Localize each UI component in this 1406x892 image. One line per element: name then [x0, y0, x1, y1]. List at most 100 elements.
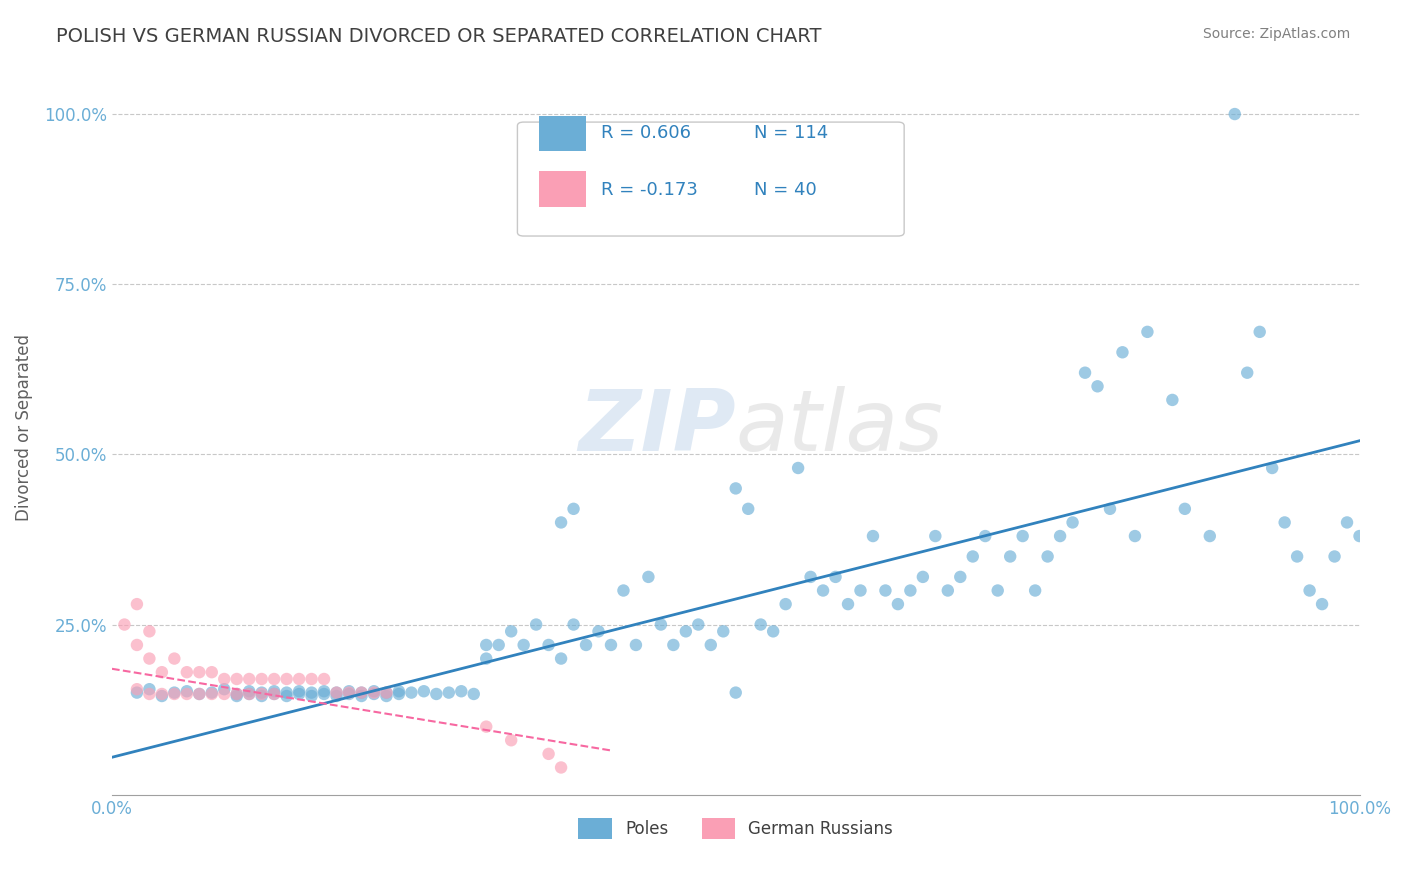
Point — [138, 624, 160, 639]
Point — [201, 665, 224, 680]
Point — [849, 583, 872, 598]
Point — [724, 482, 747, 496]
Point — [188, 687, 211, 701]
Point — [998, 549, 1021, 564]
FancyBboxPatch shape — [538, 116, 586, 152]
Point — [138, 687, 160, 701]
Point — [276, 685, 298, 699]
Point — [588, 624, 610, 639]
Point — [225, 689, 247, 703]
Point — [1098, 501, 1121, 516]
Point — [512, 638, 534, 652]
Point — [936, 583, 959, 598]
Point — [375, 685, 398, 699]
FancyBboxPatch shape — [517, 122, 904, 236]
Point — [537, 747, 560, 761]
Point — [1062, 516, 1084, 530]
Point — [1111, 345, 1133, 359]
Point — [724, 685, 747, 699]
Point — [475, 638, 498, 652]
Point — [962, 549, 984, 564]
Point — [301, 689, 323, 703]
Text: N = 114: N = 114 — [755, 124, 828, 142]
Point — [1049, 529, 1071, 543]
Point — [212, 687, 235, 701]
Point — [1274, 516, 1296, 530]
Point — [263, 687, 285, 701]
Point — [150, 687, 173, 701]
Point — [688, 617, 710, 632]
Point — [350, 689, 373, 703]
Point — [125, 597, 148, 611]
Point — [212, 672, 235, 686]
Point — [325, 689, 347, 703]
Point — [150, 689, 173, 703]
Point — [163, 687, 186, 701]
Point — [1036, 549, 1059, 564]
Point — [501, 624, 523, 639]
Point — [1323, 549, 1346, 564]
Point — [1024, 583, 1046, 598]
Point — [312, 672, 335, 686]
Point — [201, 685, 224, 699]
Point — [949, 570, 972, 584]
Point — [288, 684, 311, 698]
Point — [437, 685, 460, 699]
Point — [600, 638, 623, 652]
Point — [1298, 583, 1320, 598]
Point — [1123, 529, 1146, 543]
Point — [263, 684, 285, 698]
Point — [325, 685, 347, 699]
Point — [1236, 366, 1258, 380]
Point — [337, 684, 360, 698]
Point — [150, 665, 173, 680]
Point — [475, 720, 498, 734]
Point — [900, 583, 922, 598]
Point — [1198, 529, 1220, 543]
Point — [775, 597, 797, 611]
Point — [163, 685, 186, 699]
Point — [388, 687, 411, 701]
Point — [787, 461, 810, 475]
Point — [363, 687, 385, 701]
Point — [288, 672, 311, 686]
Point — [276, 672, 298, 686]
Point — [401, 685, 423, 699]
Point — [238, 672, 260, 686]
Point — [250, 685, 273, 699]
Point — [562, 501, 585, 516]
Point — [612, 583, 634, 598]
Point — [163, 651, 186, 665]
Point — [114, 617, 136, 632]
Point — [325, 685, 347, 699]
Point — [312, 684, 335, 698]
Point — [662, 638, 685, 652]
Point — [188, 665, 211, 680]
Point — [1087, 379, 1109, 393]
Point — [312, 687, 335, 701]
Text: Source: ZipAtlas.com: Source: ZipAtlas.com — [1202, 27, 1350, 41]
Point — [250, 689, 273, 703]
Point — [1261, 461, 1284, 475]
Text: ZIP: ZIP — [578, 385, 735, 468]
Point — [363, 685, 385, 699]
Text: POLISH VS GERMAN RUSSIAN DIVORCED OR SEPARATED CORRELATION CHART: POLISH VS GERMAN RUSSIAN DIVORCED OR SEP… — [56, 27, 821, 45]
Point — [911, 570, 934, 584]
Text: N = 40: N = 40 — [755, 181, 817, 199]
Point — [125, 682, 148, 697]
Point — [238, 687, 260, 701]
Point — [537, 638, 560, 652]
Text: R = -0.173: R = -0.173 — [600, 181, 697, 199]
Point — [212, 682, 235, 697]
Point — [475, 651, 498, 665]
Point — [263, 687, 285, 701]
Point — [337, 687, 360, 701]
Point — [225, 672, 247, 686]
Point — [762, 624, 785, 639]
Point — [1336, 516, 1358, 530]
Point — [550, 651, 572, 665]
Point — [1161, 392, 1184, 407]
Point — [125, 638, 148, 652]
Point — [375, 689, 398, 703]
Point — [887, 597, 910, 611]
